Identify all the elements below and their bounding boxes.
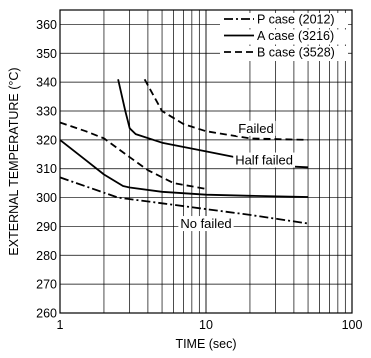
y-axis-label: EXTERNAL TEMPERATURE (°C): [7, 67, 21, 255]
legend-label: B case (3528): [257, 46, 335, 60]
y-tick-label: 310: [36, 162, 57, 176]
legend: P case (2012) A case (3216) B case (3528): [220, 13, 348, 62]
y-tick-label: 260: [36, 307, 57, 321]
y-tick-label: 320: [36, 133, 57, 147]
plot-lines: [60, 79, 308, 223]
annotation-label: Half failed: [235, 153, 293, 168]
y-tick-label: 330: [36, 105, 57, 119]
x-tick-label: 100: [342, 318, 363, 332]
x-axis-label: TIME (sec): [175, 337, 236, 351]
y-tick-label: 280: [36, 249, 57, 263]
y-tick-labels: 260 270 280 290 300 310 320 330 340 350 360: [36, 18, 57, 321]
x-tick-label: 10: [199, 318, 213, 332]
y-tick-label: 290: [36, 220, 57, 234]
annotation-label: No failed: [180, 216, 231, 231]
series-line: [145, 79, 308, 140]
annotations: Failed Half failed No failed: [178, 121, 295, 231]
y-tick-label: 270: [36, 278, 57, 292]
x-tick-label: 1: [57, 318, 64, 332]
x-tick-labels: 1 10 100: [57, 318, 363, 332]
legend-label: A case (3216): [257, 29, 334, 43]
y-tick-label: 300: [36, 191, 57, 205]
legend-label: P case (2012): [257, 13, 335, 27]
y-tick-label: 350: [36, 47, 57, 61]
annotation-label: Failed: [238, 121, 273, 136]
y-tick-label: 360: [36, 18, 57, 32]
y-tick-label: 340: [36, 76, 57, 90]
